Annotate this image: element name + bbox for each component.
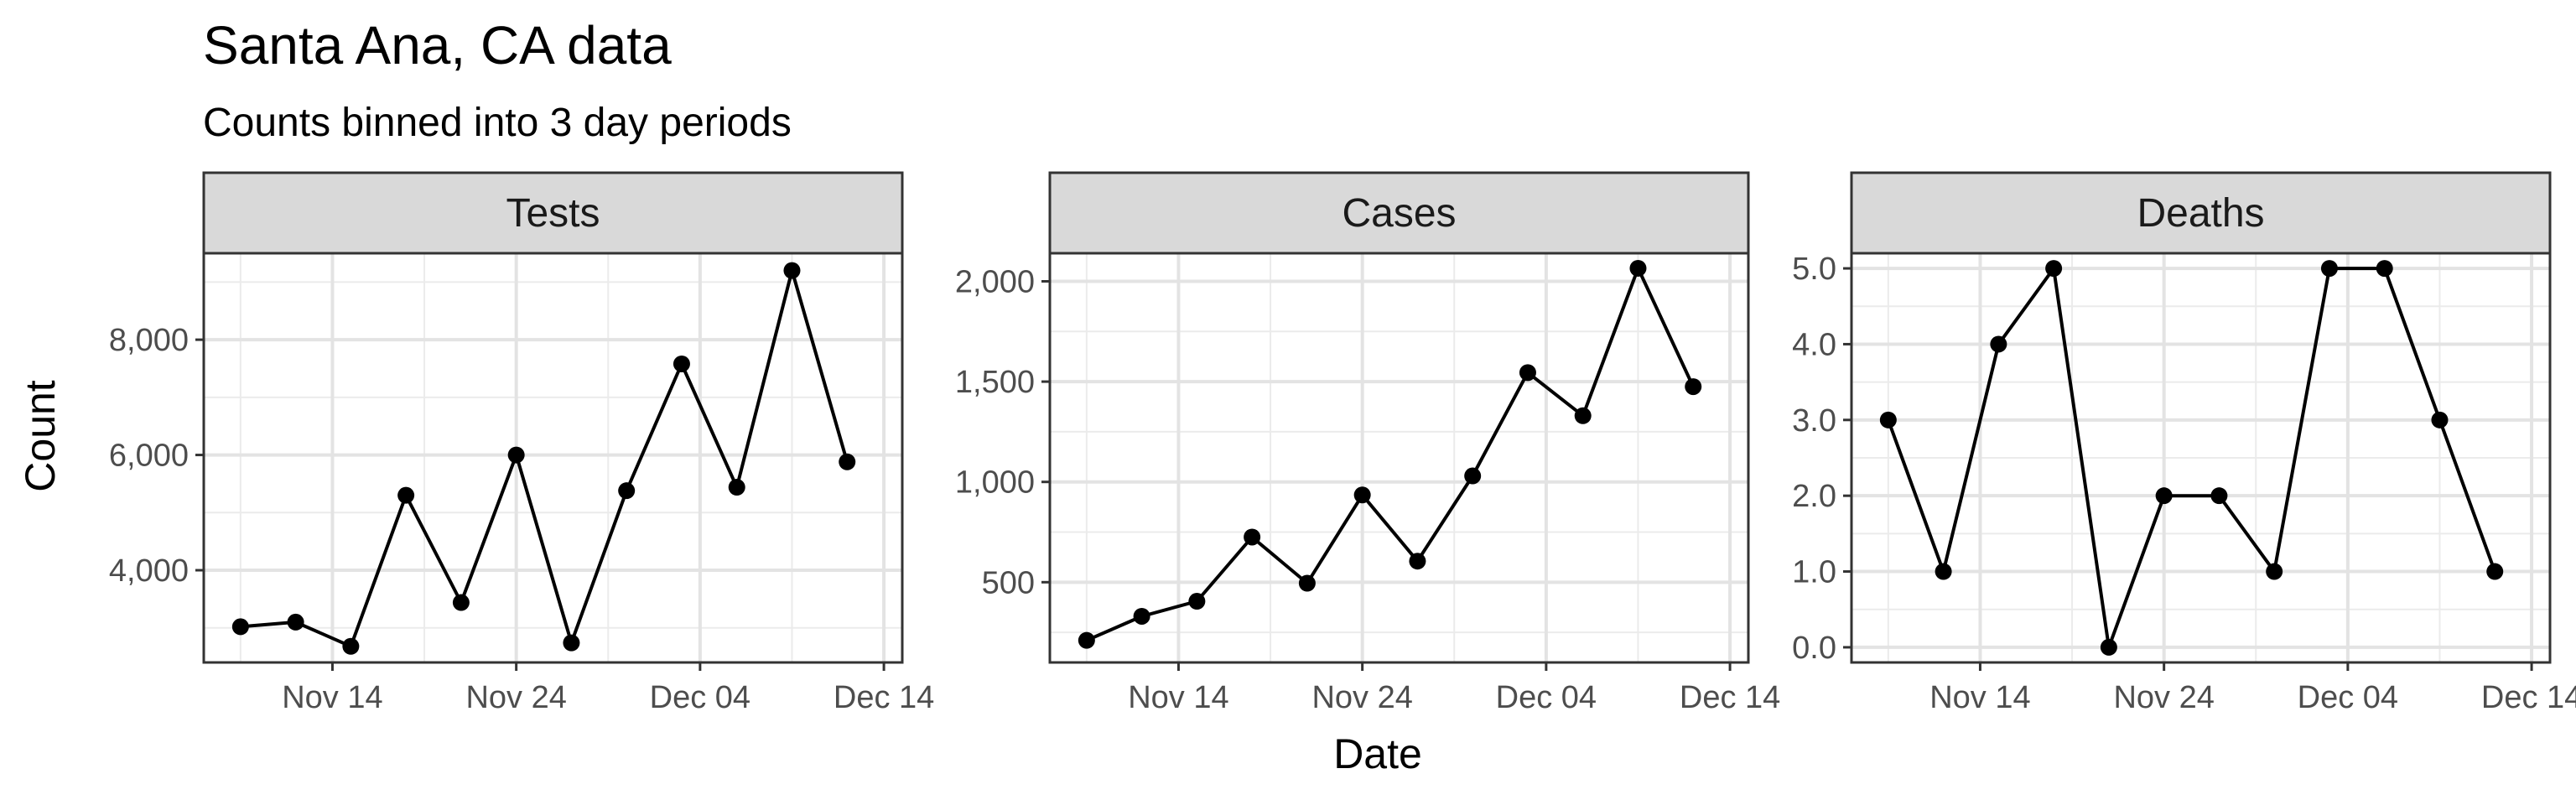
x-tick-label: Dec 04 — [650, 680, 750, 715]
data-point: Nov 24: 2 — [2155, 487, 2173, 505]
x-tick-label: Nov 14 — [1929, 680, 2030, 715]
facet-strip-label: Tests — [506, 191, 600, 236]
series-line-deaths — [1886, 267, 2497, 649]
data-point: Nov 15: 405 — [1188, 593, 1206, 610]
panel-border — [202, 252, 904, 664]
data-point: Nov 15: 4 — [1990, 335, 2007, 353]
data-point: Dec 12: 1 — [2486, 563, 2504, 580]
x-tick-label: Nov 24 — [1311, 680, 1412, 715]
y-tick-label: 3.0 — [1792, 403, 1836, 439]
panel-border — [1048, 252, 1750, 664]
y-tick-label: 2.0 — [1792, 479, 1836, 514]
y-tick-label: 1,000 — [955, 465, 1035, 501]
data-point: Nov 09: 210 — [1078, 631, 1095, 649]
y-tick-label: 5.0 — [1792, 252, 1836, 287]
data-point: Nov 27: 605 — [1409, 553, 1426, 570]
data-point: Nov 18: 5 — [2045, 260, 2063, 278]
y-tick-label: 500 — [982, 565, 1035, 600]
data-point: Nov 09: 3020 — [231, 618, 249, 636]
y-tick-label: 4.0 — [1792, 327, 1836, 362]
data-point: Dec 09: 3 — [2431, 411, 2449, 428]
data-point: Dec 03: 5 — [2320, 260, 2338, 278]
data-point: Dec 09: 9200 — [783, 262, 801, 279]
data-point: Dec 12: 5880 — [839, 453, 856, 470]
x-tick-label: Nov 24 — [2113, 680, 2214, 715]
data-point: Dec 03: 1545 — [1519, 364, 1536, 382]
data-point: Nov 12: 330 — [1133, 607, 1150, 625]
y-tick-label: 4,000 — [109, 553, 189, 589]
x-tick-label: Dec 04 — [2298, 680, 2398, 715]
data-point: Nov 27: 2 — [2210, 487, 2228, 505]
data-point: Nov 24: 6000 — [507, 446, 525, 464]
x-tick-label: Dec 04 — [1496, 680, 1597, 715]
x-tick-label: Dec 14 — [834, 680, 934, 715]
facet-panel-tests: Tests 4,000 6,000 8,000 Nov 14 Nov 24 Dec 04 De… — [109, 171, 934, 715]
series-line-cases — [1086, 266, 1696, 642]
facet-strip — [202, 171, 904, 255]
panel-background — [1050, 253, 1748, 662]
y-axis-title: Count — [17, 380, 64, 492]
x-tick-label: Dec 14 — [2481, 680, 2576, 715]
x-tick-label: Nov 14 — [282, 680, 382, 715]
data-point: Dec 06: 5 — [2376, 260, 2393, 278]
data-point: Dec 09: 2065 — [1629, 259, 1647, 277]
panel-background — [204, 253, 902, 662]
data-point: Nov 30: 5380 — [618, 482, 636, 500]
y-tick-label: 6,000 — [109, 439, 189, 474]
y-tick-label: 0.0 — [1792, 631, 1836, 666]
data-point: Nov 18: 5300 — [397, 486, 415, 504]
facet-strip — [1850, 171, 2552, 255]
chart-subtitle: Counts binned into 3 day periods — [203, 101, 792, 145]
chart-title: Santa Ana, CA data — [203, 15, 672, 75]
data-point: Nov 12: 3100 — [287, 613, 304, 631]
panel-border — [1850, 252, 2552, 664]
data-point: Nov 24: 935 — [1353, 486, 1371, 504]
x-tick-label: Nov 24 — [465, 680, 566, 715]
data-point: Dec 06: 5440 — [728, 479, 745, 496]
data-point: Dec 12: 1475 — [1685, 378, 1702, 396]
facet-strip — [1048, 171, 1750, 255]
x-tick-label: Nov 14 — [1128, 680, 1228, 715]
data-point: Nov 09: 3 — [1879, 411, 1897, 428]
series-line-tests — [240, 268, 849, 648]
data-point: Nov 30: 1030 — [1464, 467, 1482, 485]
facet-strip-label: Deaths — [2137, 191, 2264, 236]
data-point: Nov 12: 1 — [1935, 563, 1952, 580]
x-axis-title: Date — [1333, 730, 1422, 777]
x-tick-label: Dec 14 — [1680, 680, 1780, 715]
data-point: Dec 06: 1330 — [1574, 407, 1592, 424]
y-tick-label: 2,000 — [955, 264, 1035, 299]
data-point: Nov 21: 495 — [1298, 574, 1316, 592]
y-tick-label: 1,500 — [955, 365, 1035, 400]
data-point: Nov 21: 3440 — [452, 594, 470, 611]
data-point: Nov 21: 0 — [2100, 638, 2117, 656]
data-point: Nov 15: 2680 — [342, 637, 360, 655]
y-tick-label: 8,000 — [109, 323, 189, 358]
facet-panel-deaths: Deaths 0.0 1.0 2.0 3.0 4.0 5.0 Nov 14 Nov 24 Dec … — [1792, 171, 2576, 715]
data-point: Nov 18: 725 — [1244, 528, 1261, 546]
data-point: Nov 30: 1 — [2266, 563, 2283, 580]
facet-strip-label: Cases — [1342, 191, 1456, 236]
data-point: Dec 03: 7580 — [673, 355, 690, 372]
facet-panel-cases: Cases 500 1,000 1,500 2,000 Nov 14 Nov 24 Dec 0… — [955, 171, 1780, 715]
data-point: Nov 27: 2740 — [563, 634, 580, 652]
y-tick-label: 1.0 — [1792, 555, 1836, 590]
